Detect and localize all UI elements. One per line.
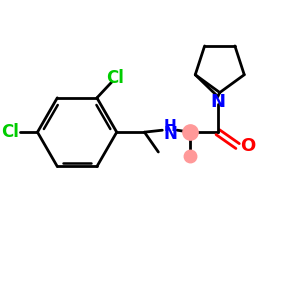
Text: Cl: Cl [106,69,124,87]
Text: N: N [210,93,225,111]
Text: N: N [163,125,177,143]
Text: H: H [164,119,177,134]
Text: Cl: Cl [1,123,19,141]
Text: O: O [240,137,255,155]
